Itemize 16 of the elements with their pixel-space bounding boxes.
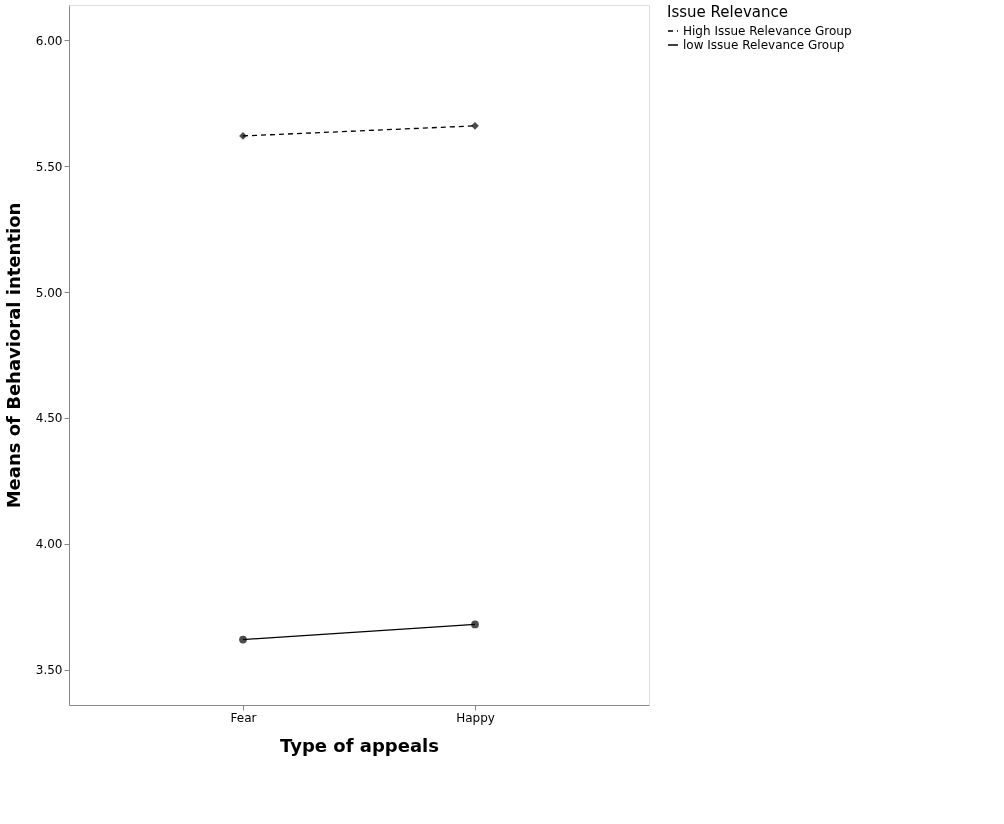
x-tick-label: Happy (456, 710, 495, 725)
point (471, 121, 479, 130)
y-tick-label: 4.50 (35, 411, 63, 426)
legend-title: Issue Relevance (667, 3, 788, 21)
legend-label: low Issue Relevance Group (683, 38, 845, 52)
y-tick-label: 6.00 (35, 33, 63, 48)
point (471, 620, 479, 629)
legend-label: High Issue Relevance Group (683, 24, 852, 38)
y-tick-label: 3.50 (35, 663, 63, 678)
y-tick-label: 5.50 (35, 159, 63, 174)
point (239, 635, 247, 644)
y-tick-label: 5.00 (35, 285, 63, 300)
x-tick-label: Fear (230, 710, 257, 725)
x-axis-title: Type of appeals (280, 734, 439, 756)
y-axis-title: Means of Behavioral intention (2, 202, 24, 509)
y-tick-label: 4.00 (35, 537, 63, 552)
